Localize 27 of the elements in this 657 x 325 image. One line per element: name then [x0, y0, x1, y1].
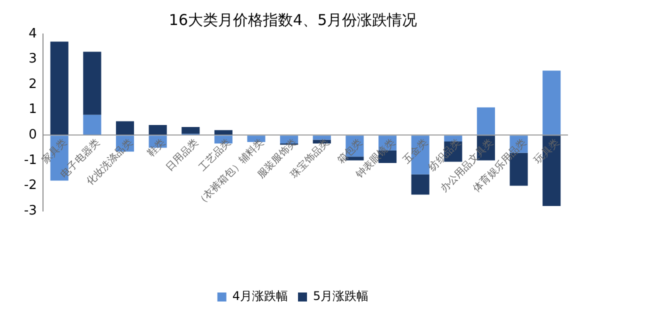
x-tick-label: 玩具类 — [532, 136, 562, 166]
x-tick-label: 箱包类 — [334, 136, 365, 166]
y-tick-label: -2 — [24, 178, 37, 194]
chart-title: 16大类月价格指数4、5月份涨跌情况 — [168, 10, 418, 29]
y-tick-label: -1 — [24, 152, 37, 168]
bar — [214, 130, 232, 135]
bar — [116, 121, 134, 135]
x-tick-label: 鞋类 — [145, 136, 168, 160]
bar — [50, 42, 68, 135]
y-tick-label: 1 — [28, 102, 37, 118]
y-tick-label: 0 — [28, 128, 37, 143]
y-tick-label: 4 — [28, 26, 37, 42]
bar — [83, 52, 102, 115]
x-tick-label: 五金类 — [400, 136, 430, 166]
bar — [182, 127, 200, 134]
y-tick-label: 2 — [28, 76, 37, 92]
legend-label: 5月涨跌幅 — [313, 289, 369, 304]
bar — [148, 125, 167, 135]
legend-label: 4月涨跌幅 — [232, 289, 288, 304]
bar — [312, 136, 331, 140]
bar — [476, 107, 495, 135]
y-tick-label: -3 — [24, 203, 37, 218]
bar — [542, 70, 561, 135]
bar — [411, 174, 430, 195]
bar — [83, 114, 102, 135]
x-tick-label: 家具类 — [40, 136, 70, 166]
y-tick-label: 3 — [28, 52, 37, 67]
